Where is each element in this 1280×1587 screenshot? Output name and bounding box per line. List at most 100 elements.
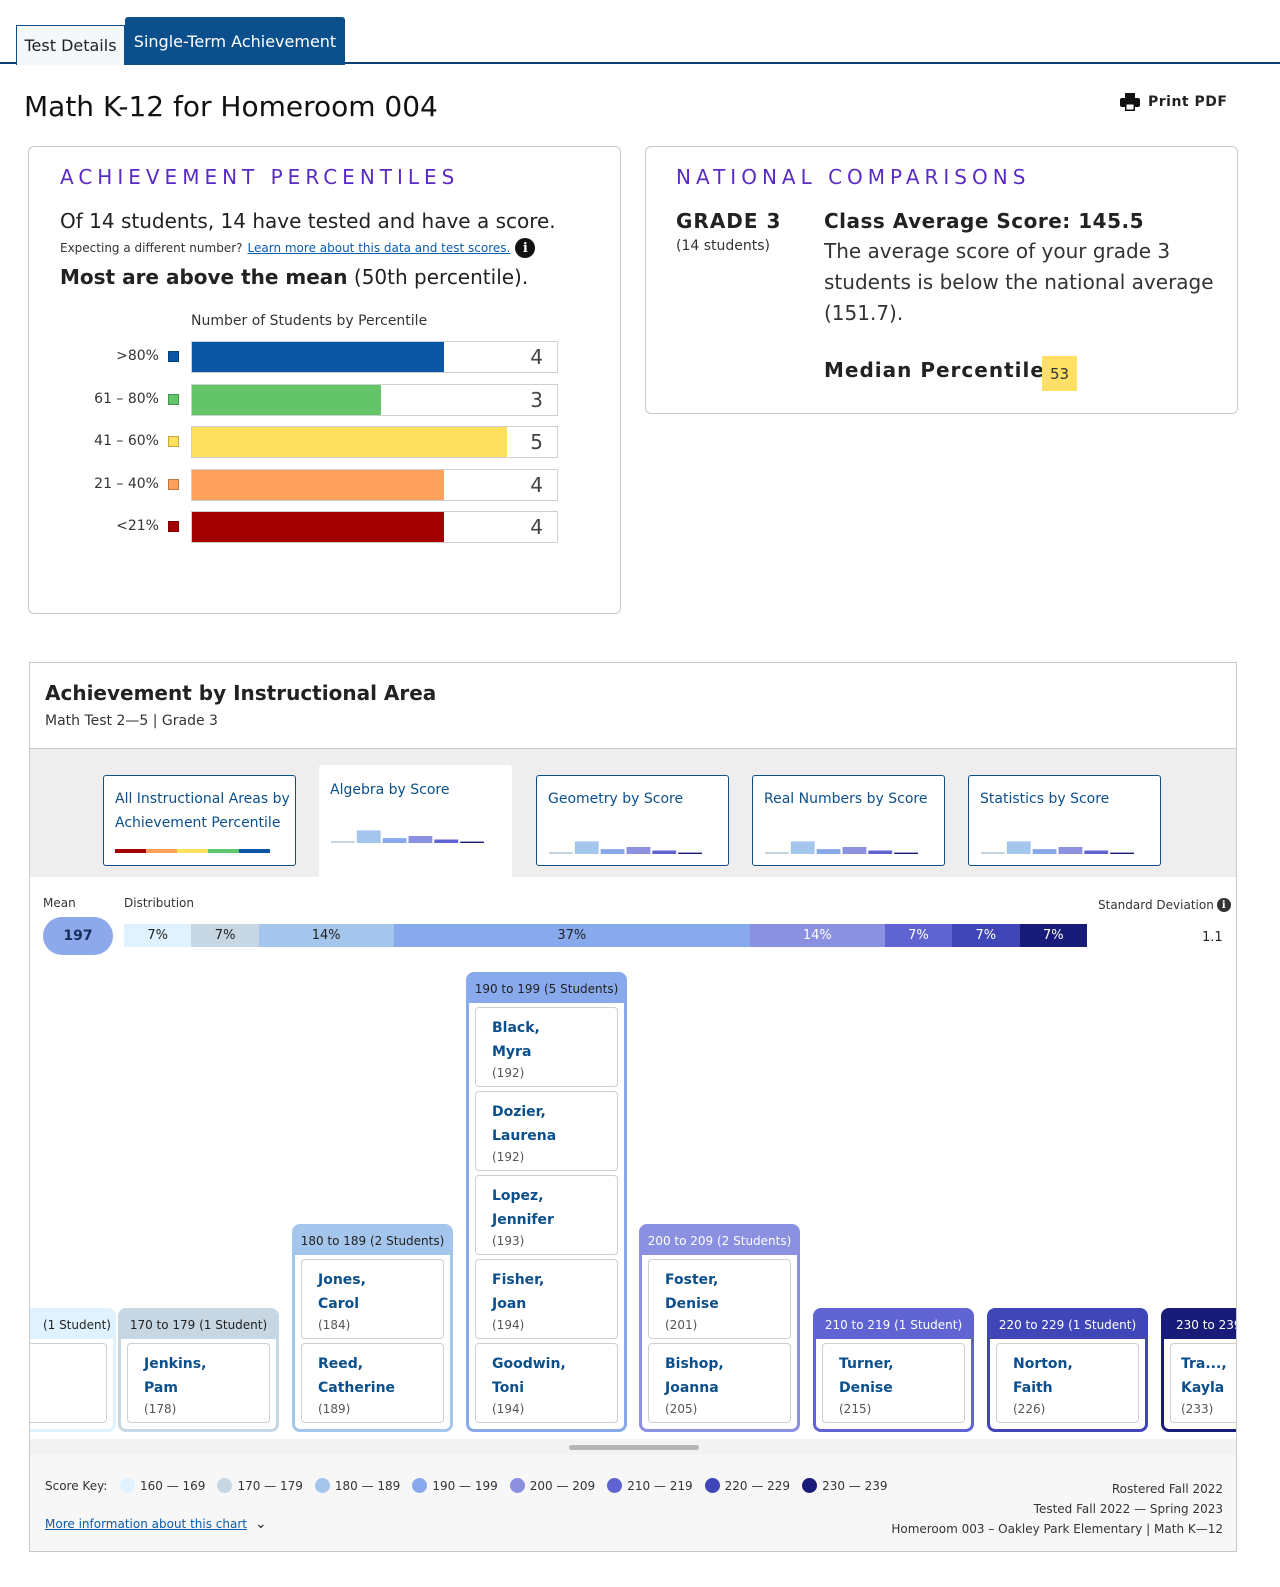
horizontal-scrollbar[interactable] [30,1439,1236,1455]
student-card[interactable]: Foster, Denise (201) [648,1259,791,1339]
distribution-bar: 7% 7% 14% 37% 14% 7% 7% 7% [124,924,1087,947]
legend-swatch [168,351,179,362]
tab-test-details[interactable]: Test Details [16,25,125,65]
mini-histogram-bar [356,830,381,843]
score-key-label: 220 — 229 [724,1478,791,1493]
student-score: (194) [492,1402,525,1416]
mini-histogram-bar [1006,841,1031,854]
area-card[interactable]: Geometry by Score [536,775,729,866]
expecting-text: Expecting a different number? [60,241,243,255]
score-key-dot [509,1478,525,1493]
student-last-name: Reed, [318,1356,364,1372]
mean-value-pill: 197 [43,917,113,955]
section-subtitle: Math Test 2—5 | Grade 3 [45,713,218,729]
student-card[interactable]: Bishop, Joanna (205) [648,1343,791,1423]
student-card[interactable]: Tra..., Kayla (233) [1170,1343,1236,1423]
area-card[interactable]: All Instructional Areas by Achievement P… [103,775,296,866]
mini-histogram-bar [868,850,893,854]
area-card[interactable]: Statistics by Score [968,775,1161,866]
mini-histogram-bar [408,836,433,843]
student-card[interactable]: Reed, Catherine (189) [301,1343,444,1423]
student-card[interactable]: Turner, Denise (215) [822,1343,965,1423]
student-score: (192) [492,1150,525,1164]
student-first-name: Catherine [318,1380,396,1396]
student-first-name: Faith [1013,1380,1053,1396]
score-bin-header: 230 to 239 [1164,1311,1236,1339]
student-last-name: Jones, [318,1272,366,1288]
score-key-item: 230 — 239 [802,1478,888,1493]
bar-category-label: 41 – 60% [94,433,159,449]
student-card[interactable]: Jones, Carol (184) [301,1259,444,1339]
bar-value-label: 4 [530,472,543,497]
student-first-name: Kayla [1181,1380,1225,1396]
mini-histogram-bar [765,851,789,854]
tab-single-term-achievement[interactable]: Single-Term Achievement [125,17,345,65]
grade-label: GRADE 3 [676,209,782,233]
student-score: (226) [1013,1402,1046,1416]
section-title: Achievement by Instructional Area [45,681,437,705]
student-last-name: Black, [492,1020,540,1036]
score-bin: 230 to 239 Tra..., Kayla (233) [1161,1308,1236,1432]
score-bin-header: 190 to 199 (5 Students) [469,975,624,1003]
mean-summary-rest: (50th percentile). [347,265,529,289]
student-last-name: Norton, [1013,1356,1073,1372]
bar-row: <21% 4 [29,511,622,543]
distribution-segment: 37% [393,924,750,947]
print-pdf-button[interactable]: Print PDF [1120,93,1227,111]
bar [192,427,507,457]
mini-histogram-bar [1032,849,1057,854]
scrollbar-thumb[interactable] [569,1445,699,1450]
score-key-item: 160 — 169 [120,1478,205,1493]
score-key-label: 210 — 219 [627,1478,693,1493]
student-card[interactable]: Fisher, Joan (194) [475,1259,618,1339]
score-key-label: 180 — 189 [334,1478,401,1493]
bar-value-label: 4 [530,515,543,539]
student-last-name: Lopez, [492,1188,544,1204]
student-card[interactable]: Norton, Faith (226) [996,1343,1139,1423]
area-card[interactable]: Real Numbers by Score [752,775,945,866]
bar-track: 4 [191,511,558,543]
area-card[interactable]: Algebra by Score [319,765,512,877]
chart-title: Number of Students by Percentile [191,313,428,329]
student-last-name: Fisher, [492,1272,545,1288]
student-card[interactable]: Goodwin, Toni (194) [475,1343,618,1423]
student-score: (194) [492,1318,525,1332]
student-card[interactable]: Dozier, Laurena (192) [475,1091,618,1171]
student-score: (233) [1181,1402,1214,1416]
standard-deviation-value: 1.1 [1202,930,1223,945]
bar-value-label: 3 [530,387,543,412]
info-icon[interactable]: i [1216,898,1231,912]
more-info-link[interactable]: More information about this chart [45,1517,247,1531]
distribution-label: Distribution [124,896,195,910]
color-strip-segment [115,849,146,853]
mini-histogram-bar [842,847,867,854]
mini-histogram [549,841,702,854]
legend-swatch [168,478,179,490]
tested-summary: Of 14 students, 14 have tested and have … [60,209,556,233]
score-key-dot [802,1478,818,1493]
distribution-segment: 7% [952,924,1020,947]
bar-value-label: 5 [530,430,543,454]
bar-row: 21 – 40% 4 [29,468,622,501]
info-icon[interactable]: i [515,238,536,258]
bar-track: 3 [191,383,558,416]
color-strip-segment [239,849,270,853]
student-card[interactable]: Lopez, Jennifer (193) [475,1175,618,1255]
student-card[interactable]: Jenkins, Pam (178) [127,1343,270,1423]
student-last-name: Jenkins, [144,1356,207,1372]
student-score: (184) [318,1318,351,1332]
more-info-toggle[interactable]: More information about this chart ⌄ [45,1516,267,1532]
mini-histogram-bar [574,841,599,854]
mini-histogram-bar [1084,850,1109,854]
learn-more-link[interactable]: Learn more about this data and test scor… [247,241,511,255]
section-divider [30,748,1236,749]
score-key-dot [217,1478,233,1493]
student-last-name: Bishop, [665,1356,724,1372]
bar-row: 61 – 80% 3 [29,383,622,416]
legend-swatch [168,521,179,532]
class-average-score: Class Average Score: 145.5 [824,209,1145,233]
student-card[interactable] [30,1343,107,1423]
bar [192,469,444,500]
score-key-item: 200 — 209 [509,1478,595,1493]
student-card[interactable]: Black, Myra (192) [475,1007,618,1087]
